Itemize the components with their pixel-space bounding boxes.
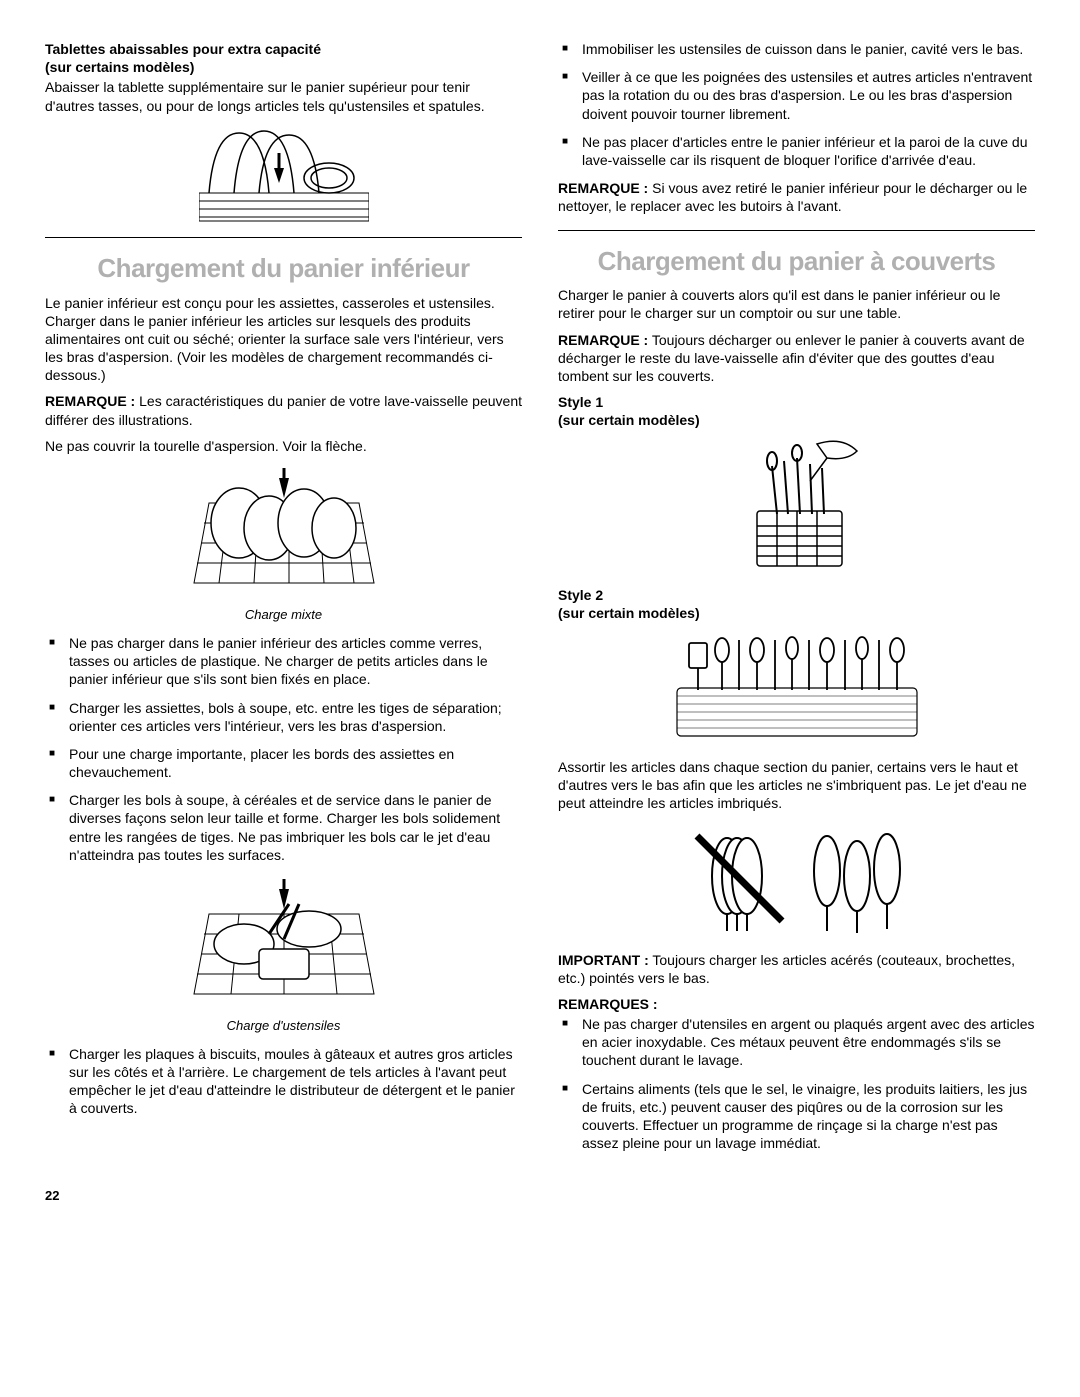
section-title-inferieur: Chargement du panier inférieur [45,252,522,286]
style2-line2: (sur certain modèles) [558,605,700,621]
subhead-line2: (sur certains modèles) [45,59,194,75]
list-item: Ne pas charger dans le panier inférieur … [45,634,522,689]
style1-line1: Style 1 [558,394,603,410]
remarks-header: REMARQUES : [558,995,1035,1013]
bullet-list-bottom: Ne pas charger d'utensiles en argent ou … [558,1015,1035,1152]
lower-rack-mixed-illustration [189,463,379,603]
remark-label: REMARQUE : [45,393,135,409]
figure-style2 [558,628,1035,748]
important-note: IMPORTANT : Toujours charger les article… [558,951,1035,987]
list-item: Pour une charge importante, placer les b… [45,745,522,781]
subhead-tablettes: Tablettes abaissables pour extra capacit… [45,40,522,76]
remark-1: REMARQUE : Les caractéristiques du panie… [45,392,522,428]
figure-charge-ustensiles: Charge d'ustensiles [45,874,522,1035]
page-number: 22 [45,1188,1035,1205]
subhead-line1: Tablettes abaissables pour extra capacit… [45,41,321,57]
para-inferieur-intro: Le panier inférieur est conçu pour les a… [45,294,522,385]
important-label: IMPORTANT : [558,952,649,968]
figure-tablette [45,123,522,223]
list-item: Immobiliser les ustensiles de cuisson da… [558,40,1035,58]
nesting-prohibited-illustration [682,821,912,941]
caption-mixte: Charge mixte [245,607,322,624]
style1-line2: (sur certain modèles) [558,412,700,428]
subhead-style2: Style 2 (sur certain modèles) [558,586,1035,622]
para-couverts-intro: Charger le panier à couverts alors qu'il… [558,286,1035,322]
list-item: Veiller à ce que les poignées des ustens… [558,68,1035,123]
para-tourelle: Ne pas couvrir la tourelle d'aspersion. … [45,437,522,455]
para-assortir: Assortir les articles dans chaque sectio… [558,758,1035,813]
section-title-couverts: Chargement du panier à couverts [558,245,1035,279]
page-columns: Tablettes abaissables pour extra capacit… [45,40,1035,1162]
remark-label: REMARQUE : [558,180,648,196]
para-tablettes: Abaisser la tablette supplémentaire sur … [45,78,522,114]
figure-style1 [558,436,1035,576]
subhead-style1: Style 1 (sur certain modèles) [558,393,1035,429]
silverware-basket-style2-illustration [657,628,937,748]
remark-top: REMARQUE : Si vous avez retiré le panier… [558,179,1035,215]
caption-ustensiles: Charge d'ustensiles [227,1018,341,1035]
rack-shelf-illustration [199,123,369,223]
list-item: Ne pas placer d'articles entre le panier… [558,133,1035,169]
divider [558,230,1035,231]
figure-nesting [558,821,1035,941]
list-item: Ne pas charger d'utensiles en argent ou … [558,1015,1035,1070]
divider [45,237,522,238]
bullet-list-top: Immobiliser les ustensiles de cuisson da… [558,40,1035,169]
figure-charge-mixte: Charge mixte [45,463,522,624]
lower-rack-utensils-illustration [189,874,379,1014]
list-item: Charger les assiettes, bols à soupe, etc… [45,699,522,735]
remark-label: REMARQUE : [558,332,648,348]
style2-line1: Style 2 [558,587,603,603]
bullet-list-1: Ne pas charger dans le panier inférieur … [45,634,522,864]
remark-2: REMARQUE : Toujours décharger ou enlever… [558,331,1035,386]
list-item: Certains aliments (tels que le sel, le v… [558,1080,1035,1153]
list-item: Charger les bols à soupe, à céréales et … [45,791,522,864]
right-column: Immobiliser les ustensiles de cuisson da… [558,40,1035,1162]
bullet-list-2: Charger les plaques à biscuits, moules à… [45,1045,522,1118]
left-column: Tablettes abaissables pour extra capacit… [45,40,522,1162]
silverware-basket-style1-illustration [722,436,872,576]
list-item: Charger les plaques à biscuits, moules à… [45,1045,522,1118]
